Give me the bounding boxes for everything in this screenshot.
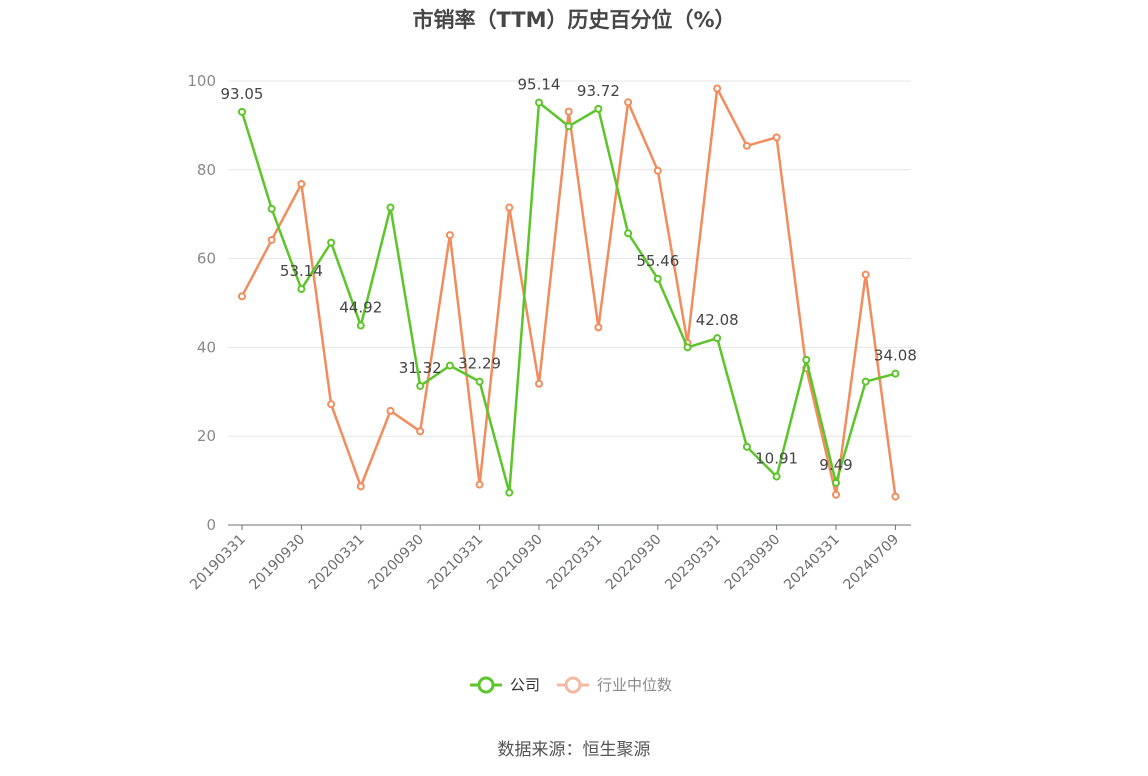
legend[interactable]: 公司 行业中位数 [470, 676, 672, 694]
data-point[interactable] [891, 492, 900, 501]
x-tick-label: 20210331 [425, 532, 487, 594]
data-label: 31.32 [399, 359, 442, 377]
data-point[interactable] [356, 321, 365, 330]
x-tick-label: 20200930 [365, 532, 427, 594]
data-label: 93.05 [221, 85, 264, 103]
data-point[interactable] [772, 133, 781, 142]
data-point[interactable] [327, 238, 336, 247]
x-tick-label: 20190930 [247, 532, 309, 594]
x-tick-label: 20230331 [662, 532, 724, 594]
data-point[interactable] [327, 400, 336, 409]
data-point[interactable] [238, 107, 246, 116]
data-point[interactable] [445, 231, 454, 240]
data-label: 10.91 [755, 450, 798, 468]
data-point[interactable] [742, 141, 751, 150]
x-tick-label: 20190331 [187, 532, 249, 594]
x-axis: 2019033120190930202003312020093020210331… [187, 524, 911, 594]
x-tick-label: 20220331 [544, 532, 606, 594]
data-point[interactable] [535, 379, 543, 388]
y-tick-label: 40 [197, 338, 216, 356]
data-point[interactable] [832, 478, 840, 487]
data-point[interactable] [267, 204, 276, 213]
data-point[interactable] [564, 122, 573, 131]
data-point[interactable] [267, 235, 276, 244]
data-label: 93.72 [577, 82, 620, 100]
y-tick-label: 60 [197, 250, 216, 268]
grid [228, 80, 911, 437]
x-tick-label: 20240709 [841, 532, 903, 594]
data-point[interactable] [802, 355, 811, 364]
legend-label-company: 公司 [510, 676, 540, 694]
data-label: 44.92 [339, 299, 382, 317]
data-point[interactable] [297, 180, 306, 189]
legend-item-industry-median[interactable]: 行业中位数 [557, 676, 672, 694]
x-tick-label: 20240331 [781, 532, 843, 594]
series-industry-median [238, 84, 900, 501]
data-point[interactable] [683, 343, 692, 352]
data-point[interactable] [653, 274, 662, 283]
series-layer [238, 84, 900, 501]
data-point[interactable] [861, 270, 870, 279]
chart-title: 市销率（TTM）历史百分位（%） [412, 8, 735, 32]
y-tick-label: 100 [187, 72, 216, 90]
data-point[interactable] [861, 377, 870, 386]
data-label: 95.14 [518, 76, 561, 94]
data-point[interactable] [505, 488, 514, 497]
x-tick-label: 20210930 [484, 532, 546, 594]
data-point[interactable] [594, 323, 603, 332]
data-labels: 93.05 53.14 44.92 31.32 32.29 95.14 93.72 55.46… [221, 76, 917, 474]
data-point[interactable] [297, 285, 306, 294]
data-point[interactable] [386, 203, 395, 212]
data-point[interactable] [772, 472, 781, 481]
y-tick-label: 0 [206, 516, 216, 534]
x-tick-label: 20200331 [306, 532, 368, 594]
data-point[interactable] [475, 377, 484, 386]
y-tick-label: 20 [197, 427, 216, 445]
data-point[interactable] [742, 442, 751, 451]
data-label: 55.46 [636, 252, 679, 270]
data-label: 53.14 [280, 262, 323, 280]
series-line [240, 87, 897, 497]
legend-item-company[interactable]: 公司 [470, 676, 540, 694]
data-point[interactable] [891, 369, 900, 378]
data-point[interactable] [445, 361, 454, 370]
x-tick-label: 20230930 [722, 532, 784, 594]
legend-label-industry-median: 行业中位数 [597, 676, 672, 694]
data-point[interactable] [832, 490, 840, 499]
data-point[interactable] [475, 480, 484, 489]
data-point[interactable] [624, 98, 633, 107]
data-point[interactable] [624, 229, 633, 238]
data-point[interactable] [653, 166, 662, 175]
data-label: 34.08 [874, 347, 917, 365]
data-point[interactable] [505, 203, 514, 212]
data-point[interactable] [386, 406, 395, 415]
data-point[interactable] [416, 381, 425, 390]
data-point[interactable] [713, 84, 722, 93]
data-source: 数据来源：恒生聚源 [498, 740, 651, 760]
data-point[interactable] [713, 334, 722, 343]
y-axis: 0 20 40 60 80 100 [187, 72, 216, 534]
data-point[interactable] [535, 98, 543, 107]
data-point[interactable] [594, 104, 603, 113]
data-point[interactable] [564, 107, 573, 116]
x-tick-label: 20220930 [603, 532, 665, 594]
data-point[interactable] [416, 427, 425, 436]
series-company [238, 98, 900, 497]
y-tick-label: 80 [197, 161, 216, 179]
data-label: 42.08 [696, 311, 739, 329]
data-point[interactable] [356, 482, 365, 491]
data-label: 32.29 [458, 355, 501, 373]
data-point[interactable] [238, 292, 246, 301]
data-label: 9.49 [819, 456, 852, 474]
